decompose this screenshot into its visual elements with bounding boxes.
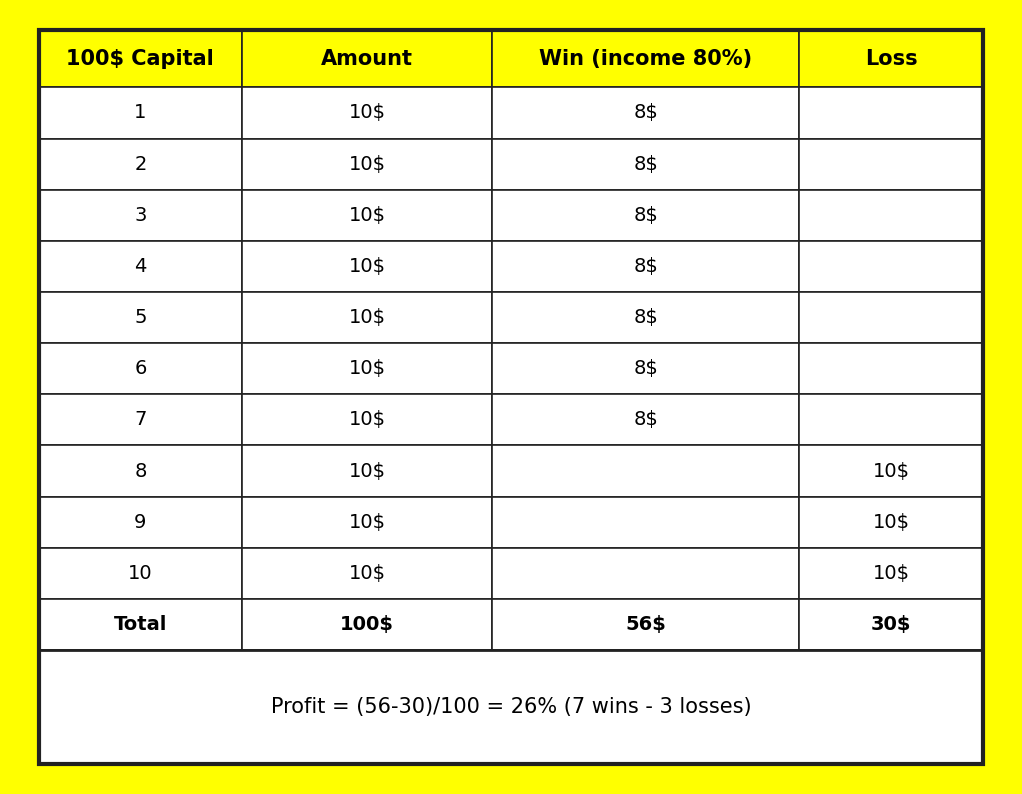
Text: 7: 7 xyxy=(134,410,146,430)
Text: Amount: Amount xyxy=(321,48,413,69)
Bar xyxy=(799,190,983,241)
Text: 10$: 10$ xyxy=(873,513,910,532)
Bar xyxy=(242,30,493,87)
Text: 9: 9 xyxy=(134,513,146,532)
Text: 4: 4 xyxy=(134,257,146,276)
Bar xyxy=(493,445,799,496)
Bar xyxy=(39,30,242,87)
Text: 8$: 8$ xyxy=(634,103,658,122)
Bar xyxy=(242,599,493,650)
Bar xyxy=(799,343,983,395)
Text: 30$: 30$ xyxy=(871,615,912,634)
Text: 8: 8 xyxy=(134,461,146,480)
Text: 10$: 10$ xyxy=(349,461,385,480)
Text: 10$: 10$ xyxy=(349,257,385,276)
Bar xyxy=(39,139,242,190)
Bar xyxy=(493,292,799,343)
Text: Win (income 80%): Win (income 80%) xyxy=(539,48,752,69)
Text: Total: Total xyxy=(113,615,167,634)
Text: 10$: 10$ xyxy=(873,461,910,480)
Bar xyxy=(242,548,493,599)
Bar xyxy=(39,343,242,395)
Text: 10$: 10$ xyxy=(349,359,385,378)
Text: 100$ Capital: 100$ Capital xyxy=(66,48,215,69)
Bar xyxy=(799,395,983,445)
Text: 8$: 8$ xyxy=(634,206,658,225)
Bar xyxy=(799,445,983,496)
Bar xyxy=(242,139,493,190)
Bar xyxy=(39,292,242,343)
Bar xyxy=(799,241,983,292)
Bar xyxy=(242,445,493,496)
Bar xyxy=(242,496,493,548)
Text: 10$: 10$ xyxy=(349,206,385,225)
Bar xyxy=(39,395,242,445)
Bar xyxy=(242,395,493,445)
Bar xyxy=(493,87,799,139)
Text: 8$: 8$ xyxy=(634,155,658,174)
Bar xyxy=(799,548,983,599)
Bar xyxy=(493,395,799,445)
Text: 10$: 10$ xyxy=(873,564,910,583)
Bar xyxy=(39,599,242,650)
Bar xyxy=(493,139,799,190)
Bar xyxy=(39,496,242,548)
Bar xyxy=(242,87,493,139)
Bar xyxy=(242,292,493,343)
Text: 8$: 8$ xyxy=(634,410,658,430)
Text: 10$: 10$ xyxy=(349,308,385,327)
Bar xyxy=(799,30,983,87)
Text: 56$: 56$ xyxy=(625,615,666,634)
Bar xyxy=(493,548,799,599)
Bar xyxy=(799,87,983,139)
Text: 3: 3 xyxy=(134,206,146,225)
Text: 6: 6 xyxy=(134,359,146,378)
Bar xyxy=(493,190,799,241)
Bar xyxy=(799,139,983,190)
Text: Loss: Loss xyxy=(865,48,918,69)
Bar xyxy=(39,445,242,496)
Bar xyxy=(39,87,242,139)
Text: 1: 1 xyxy=(134,103,146,122)
Bar xyxy=(242,190,493,241)
Text: Profit = (56-30)/100 = 26% (7 wins - 3 losses): Profit = (56-30)/100 = 26% (7 wins - 3 l… xyxy=(271,697,751,717)
Bar xyxy=(799,292,983,343)
Bar xyxy=(39,190,242,241)
Text: 2: 2 xyxy=(134,155,146,174)
Bar xyxy=(493,496,799,548)
Text: 10$: 10$ xyxy=(349,513,385,532)
Bar xyxy=(39,548,242,599)
Bar xyxy=(242,241,493,292)
Text: 8$: 8$ xyxy=(634,257,658,276)
Bar xyxy=(39,241,242,292)
Text: 10$: 10$ xyxy=(349,103,385,122)
Bar xyxy=(493,343,799,395)
Text: 100$: 100$ xyxy=(340,615,394,634)
Bar xyxy=(799,496,983,548)
Bar xyxy=(493,599,799,650)
Text: 5: 5 xyxy=(134,308,146,327)
Bar xyxy=(493,241,799,292)
Text: 10$: 10$ xyxy=(349,564,385,583)
Text: 8$: 8$ xyxy=(634,308,658,327)
Text: 10$: 10$ xyxy=(349,410,385,430)
Text: 10: 10 xyxy=(128,564,152,583)
Text: 10$: 10$ xyxy=(349,155,385,174)
Text: 8$: 8$ xyxy=(634,359,658,378)
Bar xyxy=(493,30,799,87)
Bar xyxy=(799,599,983,650)
Bar xyxy=(242,343,493,395)
Bar xyxy=(39,650,983,764)
